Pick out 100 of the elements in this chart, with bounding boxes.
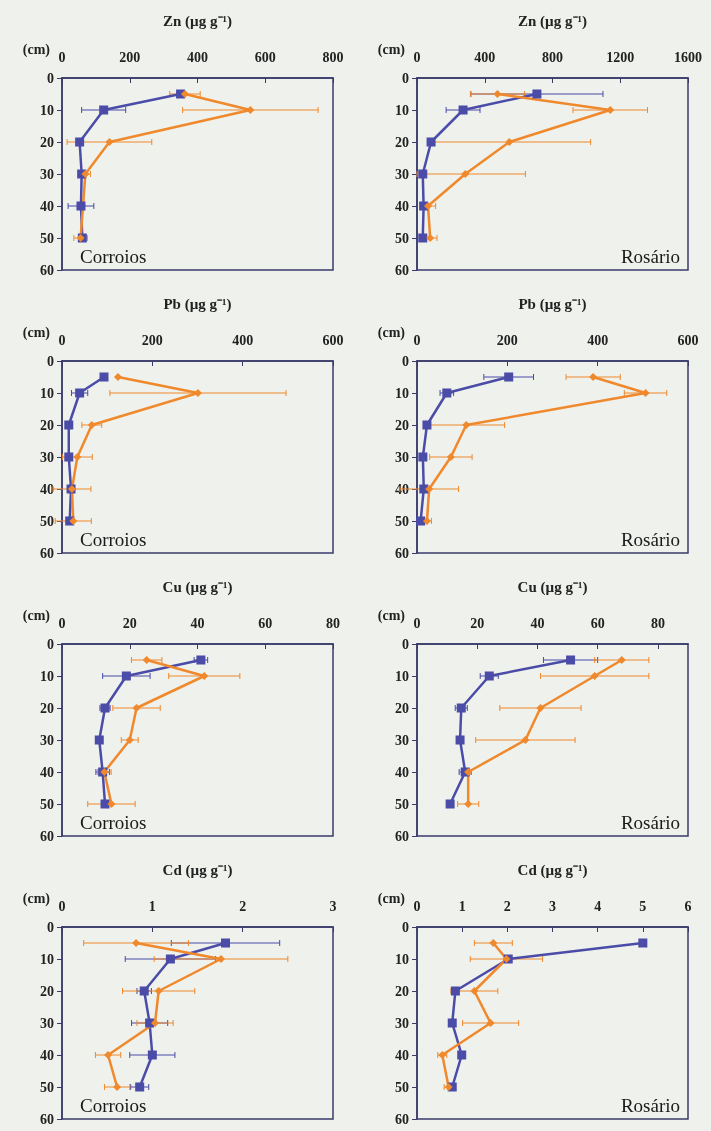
y-tick-label: 0	[402, 353, 409, 369]
y-tick-label: 20	[395, 134, 409, 150]
annotation: Corroios	[80, 812, 147, 833]
x-axis-title: Zn (µg g⁻¹)	[163, 12, 232, 30]
y-tick-label: 0	[47, 70, 54, 86]
y-tick-label: 60	[40, 262, 54, 278]
y-tick-label: 30	[40, 449, 54, 465]
x-tick-label: 400	[232, 332, 254, 348]
y-tick-label: 10	[395, 102, 409, 118]
y-tick-label: 30	[40, 166, 54, 182]
y-tick-label: 50	[395, 513, 409, 529]
y-tick-label: 0	[47, 353, 54, 369]
y-tick-label: 60	[395, 545, 409, 561]
x-axis-title: Cd (µg g⁻¹)	[517, 861, 588, 879]
y-tick-label: 50	[395, 230, 409, 246]
y-tick-label: 20	[40, 983, 54, 999]
x-tick-label: 1200	[606, 49, 635, 65]
x-tick-label: 3	[549, 898, 556, 914]
annotation: Rosário	[620, 529, 680, 550]
annotation: Corroios	[80, 246, 147, 267]
x-tick-label: 800	[322, 49, 344, 65]
y-tick-label: 10	[40, 102, 54, 118]
x-tick-label: 80	[326, 615, 340, 631]
y-tick-label: 30	[395, 166, 409, 182]
annotation: Corroios	[80, 529, 147, 550]
x-tick-label: 5	[639, 898, 647, 914]
y-tick-label: 0	[47, 636, 54, 652]
x-tick-label: 0	[58, 898, 66, 914]
x-tick-label: 400	[187, 49, 208, 65]
x-tick-label: 800	[542, 49, 563, 65]
y-tick-label: 30	[395, 1015, 409, 1031]
y-tick-label: 20	[40, 417, 54, 433]
x-tick-label: 1	[458, 898, 466, 914]
y-tick-label: 60	[395, 828, 409, 844]
y-axis-title: (cm)	[377, 607, 406, 624]
x-axis-title: Zn (µg g⁻¹)	[518, 12, 587, 30]
y-tick-label: 40	[40, 1047, 54, 1063]
x-tick-label: 1600	[674, 49, 702, 65]
x-tick-label: 60	[590, 615, 605, 631]
y-tick-label: 40	[395, 764, 409, 780]
x-tick-label: 200	[119, 49, 141, 65]
x-tick-label: 6	[684, 898, 692, 914]
x-tick-label: 80	[650, 615, 665, 631]
y-tick-label: 20	[395, 417, 409, 433]
x-tick-label: 400	[474, 49, 496, 65]
y-tick-label: 30	[40, 1015, 54, 1031]
x-tick-label: 0	[58, 615, 66, 631]
annotation: Rosário	[620, 1095, 680, 1116]
y-tick-label: 50	[40, 1079, 54, 1095]
y-axis-title: (cm)	[377, 890, 406, 907]
annotation: Rosário	[620, 246, 680, 267]
y-tick-label: 40	[395, 1047, 409, 1063]
x-tick-label: 400	[587, 332, 609, 348]
x-tick-label: 20	[470, 615, 485, 631]
x-axis-title: Pb (µg g⁻¹)	[518, 295, 587, 313]
y-tick-label: 50	[395, 796, 409, 812]
x-axis-title: Cd (µg g⁻¹)	[162, 861, 233, 879]
x-tick-label: 200	[141, 332, 163, 348]
x-tick-label: 2	[239, 898, 247, 914]
x-tick-label: 0	[413, 332, 421, 348]
y-tick-label: 60	[40, 1111, 54, 1127]
x-tick-label: 600	[322, 332, 344, 348]
x-tick-label: 40	[190, 615, 205, 631]
y-tick-label: 30	[395, 449, 409, 465]
y-tick-label: 10	[40, 951, 54, 967]
y-tick-label: 30	[395, 732, 409, 748]
y-tick-label: 60	[40, 545, 54, 561]
y-axis-title: (cm)	[22, 607, 51, 624]
y-tick-label: 50	[40, 796, 54, 812]
x-tick-label: 20	[122, 615, 137, 631]
x-tick-label: 600	[254, 49, 276, 65]
y-tick-label: 0	[47, 919, 54, 935]
y-tick-label: 60	[395, 1111, 409, 1127]
y-tick-label: 0	[402, 70, 409, 86]
y-tick-label: 50	[395, 1079, 409, 1095]
x-tick-label: 0	[58, 332, 66, 348]
y-tick-label: 20	[40, 700, 54, 716]
x-tick-label: 40	[530, 615, 545, 631]
y-tick-label: 10	[395, 951, 409, 967]
x-tick-label: 0	[413, 49, 421, 65]
y-axis-title: (cm)	[377, 324, 406, 341]
y-tick-label: 60	[395, 262, 409, 278]
y-tick-label: 10	[40, 385, 54, 401]
y-axis-title: (cm)	[377, 41, 406, 58]
annotation: Rosário	[620, 812, 680, 833]
x-axis-title: Cu (µg g⁻¹)	[517, 578, 588, 596]
y-tick-label: 20	[395, 700, 409, 716]
y-tick-label: 40	[40, 764, 54, 780]
y-tick-label: 0	[402, 636, 409, 652]
y-tick-label: 60	[40, 828, 54, 844]
x-tick-label: 2	[503, 898, 511, 914]
x-tick-label: 60	[258, 615, 273, 631]
annotation: Corroios	[80, 1095, 147, 1116]
x-tick-label: 0	[413, 898, 421, 914]
y-tick-label: 50	[40, 513, 54, 529]
x-axis-title: Cu (µg g⁻¹)	[162, 578, 233, 596]
x-axis-title: Pb (µg g⁻¹)	[163, 295, 232, 313]
x-tick-label: 4	[594, 898, 602, 914]
x-tick-label: 0	[413, 615, 421, 631]
y-tick-label: 50	[40, 230, 54, 246]
